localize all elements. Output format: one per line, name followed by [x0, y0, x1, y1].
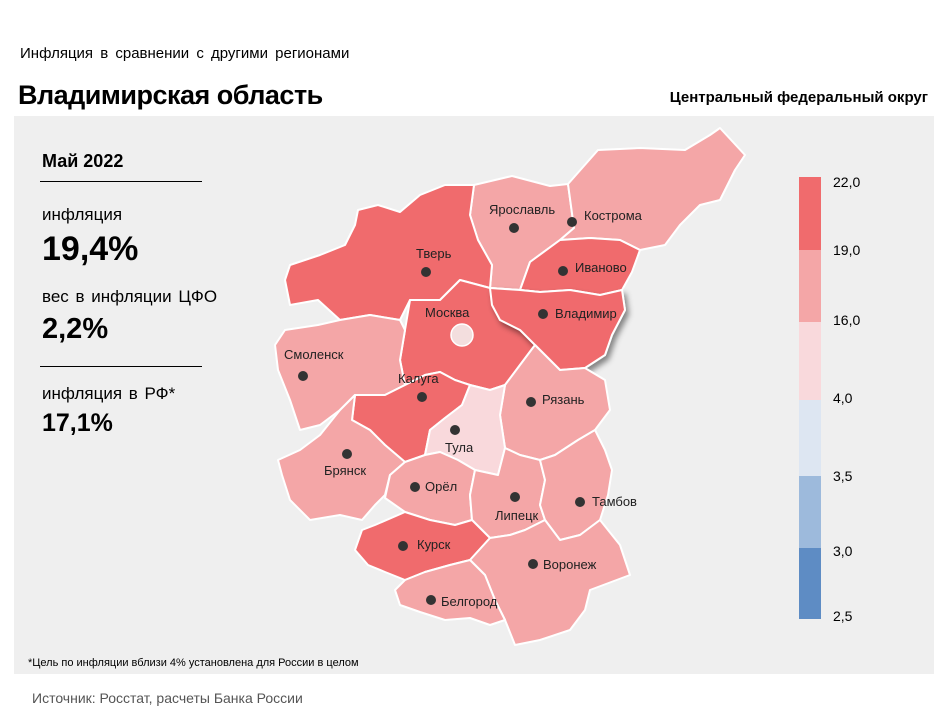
region-bryansk[interactable] — [277, 394, 406, 521]
city-label: Владимир — [555, 306, 617, 321]
legend-swatch — [799, 476, 821, 548]
city-label: Калуга — [398, 371, 439, 386]
city-label: Иваново — [575, 260, 627, 275]
city-label: Тверь — [416, 246, 452, 261]
footnote: *Цель по инфляции вблизи 4% установлена … — [28, 657, 359, 669]
legend-tick: 2,5 — [833, 608, 853, 624]
rf-inflation-value: 17,1% — [42, 409, 113, 437]
legend-tick: 16,0 — [833, 312, 860, 328]
region-tambov[interactable] — [539, 429, 613, 541]
city-label: Белгород — [441, 594, 498, 609]
inflation-value: 19,4% — [42, 230, 139, 268]
legend-swatch — [799, 322, 821, 400]
inflation-label: инфляция — [42, 205, 123, 224]
city-label: Орёл — [425, 479, 457, 494]
legend-swatch — [799, 548, 821, 619]
city-label: Москва — [425, 305, 470, 320]
city-label: Тамбов — [592, 494, 637, 509]
region-kostroma[interactable] — [559, 127, 746, 251]
rf-inflation-label: инфляция в РФ* — [42, 384, 176, 403]
color-legend: 22,0 19,0 16,0 4,0 3,5 3,0 2,5 — [799, 174, 860, 624]
legend-tick: 22,0 — [833, 174, 860, 190]
legend-tick: 3,5 — [833, 468, 853, 484]
moscow-city-marker — [450, 323, 474, 347]
city-label: Рязань — [542, 392, 585, 407]
weight-label: вес в инфляции ЦФО — [42, 287, 218, 306]
page-subtitle: Инфляция в сравнении с другими регионами — [20, 45, 350, 62]
divider — [40, 366, 202, 367]
weight-value: 2,2% — [42, 313, 109, 345]
city-label: Ярославль — [489, 202, 555, 217]
city-label: Воронеж — [543, 557, 597, 572]
legend-swatch — [799, 177, 821, 250]
period-label: Май 2022 — [42, 151, 124, 171]
city-markers: Ярославль Кострома Тверь Иваново Москва … — [284, 202, 643, 609]
legend-swatch — [799, 250, 821, 322]
legend-tick: 19,0 — [833, 242, 860, 258]
divider — [40, 181, 202, 182]
city-label: Тула — [445, 440, 474, 455]
region-voronezh[interactable] — [469, 519, 631, 646]
city-label: Курск — [417, 537, 451, 552]
city-label: Смоленск — [284, 347, 344, 362]
legend-swatch — [799, 400, 821, 476]
city-label: Брянск — [324, 463, 366, 478]
region-belgorod[interactable] — [394, 559, 506, 626]
city-label: Кострома — [584, 208, 643, 223]
legend-tick: 4,0 — [833, 390, 853, 406]
district-label: Центральный федеральный округ — [669, 89, 928, 106]
page-title: Владимирская область — [18, 80, 323, 110]
legend-tick: 3,0 — [833, 543, 853, 559]
city-label: Липецк — [495, 508, 539, 523]
source-note: Источник: Росстат, расчеты Банка России — [32, 690, 303, 706]
region-vladimir[interactable] — [489, 287, 626, 371]
